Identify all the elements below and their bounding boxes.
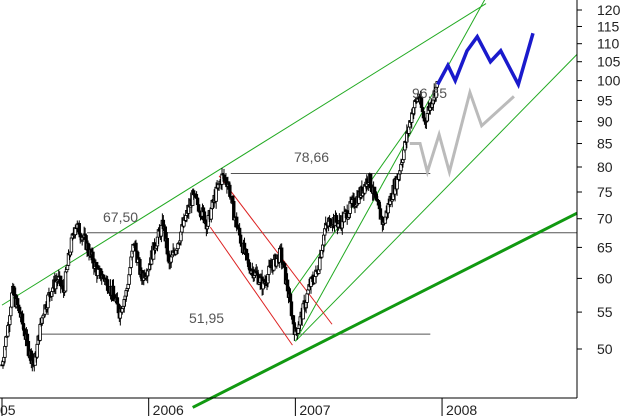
y-tick-label: 100 [597, 73, 621, 89]
candle-body [65, 264, 70, 271]
price-label-51-95: 51,95 [189, 310, 224, 326]
candle-body [35, 343, 39, 358]
candle-body [209, 208, 213, 220]
y-tick-label: 105 [597, 54, 621, 70]
candlesticks [0, 81, 439, 372]
projection-secondary-line [409, 87, 515, 178]
candle-body [63, 271, 68, 292]
candle-body [96, 268, 100, 277]
candle-body [165, 237, 169, 255]
candle-body [368, 173, 373, 189]
trendline [192, 211, 578, 409]
candle-body [214, 186, 218, 202]
y-tick-label: 80 [597, 159, 613, 175]
y-tick-label: 110 [597, 36, 620, 52]
x-tick-label: 2008 [446, 402, 477, 418]
trendline [294, 0, 486, 342]
price-annotations: 51,95 67,50 78,66 96,65 [103, 85, 447, 326]
trendline [218, 175, 333, 325]
candle-body [169, 256, 173, 263]
x-tick-label: 05 [0, 402, 16, 418]
projections [409, 32, 535, 178]
candle-body [38, 324, 42, 341]
y-tick-label: 90 [597, 113, 613, 129]
x-ticks: 05 2006 2007 2008 [0, 398, 477, 418]
x-tick-label: 2006 [153, 402, 184, 418]
candle-body [282, 263, 287, 268]
y-tick-label: 50 [597, 341, 613, 357]
x-tick-label: 2007 [299, 402, 330, 418]
trendline [295, 54, 578, 342]
projection-primary-line [436, 32, 535, 90]
y-tick-label: 60 [597, 270, 613, 286]
trendlines [1, 0, 578, 409]
candle-body [4, 336, 8, 347]
candle-body [296, 328, 301, 334]
trendline [1, 3, 487, 306]
candle-body [318, 256, 322, 271]
y-tick-label: 55 [597, 304, 613, 320]
y-tick-label: 75 [597, 184, 613, 200]
y-tick-label: 115 [597, 18, 620, 34]
price-label-78-66: 78,66 [294, 149, 329, 165]
y-tick-label: 95 [597, 92, 613, 108]
candle-body [305, 293, 309, 303]
y-tick-label: 65 [597, 239, 613, 255]
y-tick-label: 70 [597, 211, 613, 227]
candle-body [376, 200, 381, 206]
price-label-96-65: 96,65 [412, 85, 447, 101]
y-tick-label: 120 [597, 2, 621, 18]
price-label-67-50: 67,50 [103, 209, 138, 225]
candle-body [244, 248, 249, 254]
candle-body [115, 297, 120, 305]
y-tick-label: 85 [597, 136, 613, 152]
trendline [209, 226, 293, 346]
